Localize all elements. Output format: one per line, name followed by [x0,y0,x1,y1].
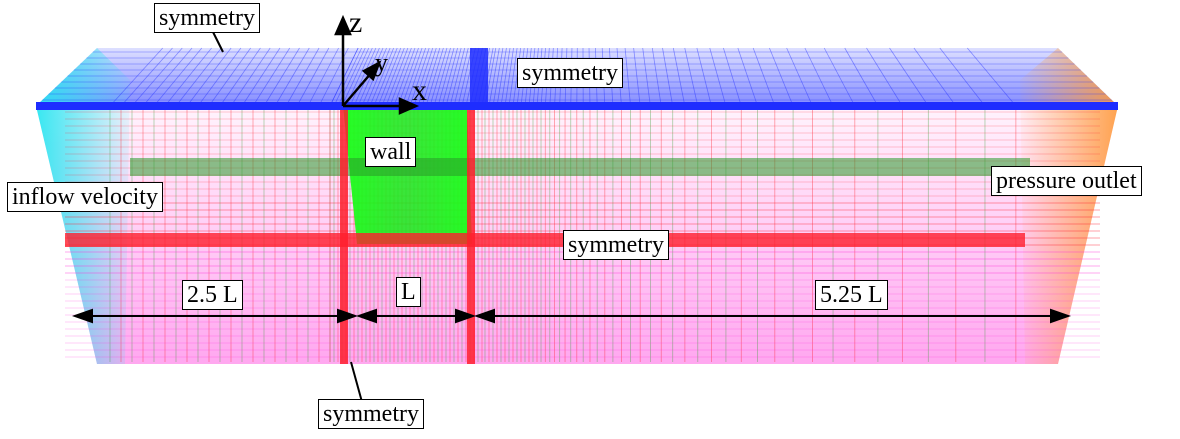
mesh-line [488,47,500,107]
mesh-line [252,47,291,107]
mesh-line [684,47,699,107]
mesh-line [393,47,416,107]
coordinate-axes [334,14,420,115]
mesh-line [633,47,641,107]
mesh-line [642,47,651,107]
mesh-line [409,47,430,107]
mesh-line [381,47,405,107]
dim-upstream: 2.5 L [182,280,243,310]
mesh-line [349,47,377,107]
mesh-line [341,47,370,107]
mesh-line [723,47,742,107]
mesh-line [651,47,662,107]
mesh-line [241,47,281,107]
mesh-line [696,47,712,107]
mesh-line [175,47,222,107]
mesh-line [786,47,813,107]
mesh-line [365,47,391,107]
label-symmetry-top: symmetry [517,58,623,88]
mesh-line [662,47,674,107]
mesh-line [492,47,504,107]
mesh-line [500,47,511,107]
mesh-line [453,47,469,107]
mesh-line [153,47,203,107]
mesh-line [445,47,462,107]
mesh-line [230,47,271,107]
mesh-line [804,47,834,107]
mesh-line [508,47,518,107]
mesh-line [823,47,856,107]
mesh-line [219,47,261,107]
top-band-blue [470,48,488,106]
mesh-line [413,47,434,107]
mesh-line [389,47,412,107]
mesh-line [433,47,451,107]
wall-edge-right [467,106,475,364]
mesh-line [377,47,402,107]
mesh-line [624,47,631,107]
mesh-line [263,47,300,107]
leader-lines [212,31,363,403]
mesh-line [285,47,320,107]
mesh-line [425,47,444,107]
mesh-line [512,47,522,107]
outlet-face [1020,48,1118,364]
mesh-line [421,47,441,107]
mesh-line [197,47,242,107]
mesh-line [186,47,232,107]
mesh-line [401,47,423,107]
mesh-line [437,47,455,107]
mesh-line [369,47,395,107]
wake-band-green [130,158,1030,176]
mesh-line [913,47,957,107]
mesh-line [109,47,164,107]
mesh-line [307,47,339,107]
wall-edge-left [340,106,348,364]
mesh-line [709,47,727,107]
mesh-line [441,47,458,107]
mesh-line [429,47,448,107]
mesh-line [457,47,473,107]
mesh-line [737,47,758,107]
label-wall: wall [365,137,417,167]
mesh-line [142,47,193,107]
label-symmetry-mid: symmetry [563,230,669,260]
axis-y-label: y [375,48,388,77]
mesh-line [296,47,330,107]
mesh-line [752,47,776,107]
mesh-line [449,47,466,107]
mesh-line [769,47,794,107]
mesh-line [866,47,903,107]
mesh-line [208,47,251,107]
mesh-line [889,47,929,107]
label-pressure-outlet: pressure outlet [991,166,1142,196]
mesh-line [373,47,398,107]
axis-z-label: z [349,6,363,39]
mesh-line [405,47,427,107]
mesh-line [672,47,686,107]
mesh-line [504,47,514,107]
dim-body: L [396,277,421,307]
mesh-line [131,47,183,107]
top-edge-blue [36,102,1118,110]
mid-band-red [65,233,1025,247]
label-symmetry-top-left: symmetry [154,3,260,33]
mesh-line [496,47,507,107]
mesh-line [939,47,986,107]
mesh-line [274,47,310,107]
mesh-line [120,47,173,107]
mesh-line [966,47,1017,107]
mesh-line [385,47,409,107]
axis-x-label: x [412,74,427,107]
mesh-line [417,47,437,107]
mesh-line [397,47,419,107]
mesh-line [333,47,363,107]
dim-downstream: 5.25 L [815,280,888,310]
dimension-arrows [71,308,1072,324]
mesh-line [164,47,212,107]
mesh-line [844,47,879,107]
label-symmetry-bottom: symmetry [318,399,424,429]
label-inflow-velocity: inflow velocity [7,182,163,212]
